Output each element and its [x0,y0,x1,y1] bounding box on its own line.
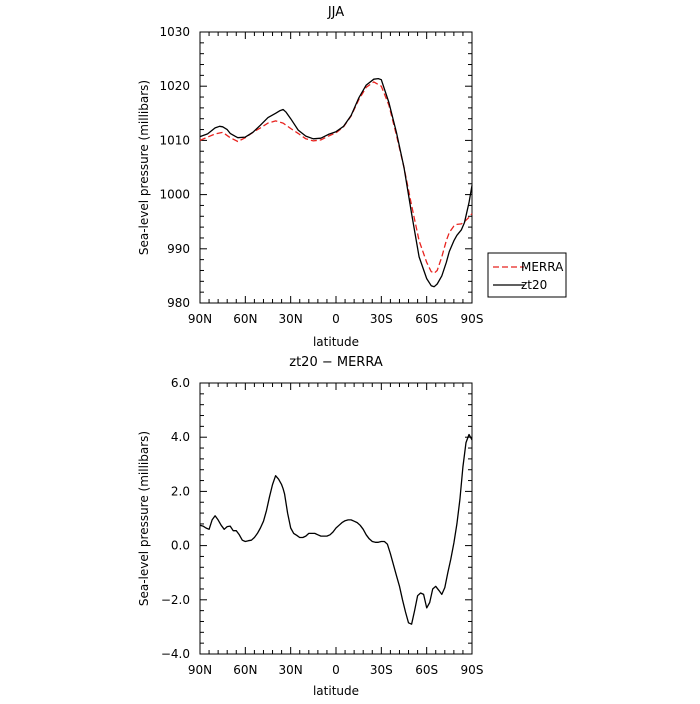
y-tick-label: 1010 [159,133,190,147]
panel-title: JJA [327,5,344,20]
panel-title: zt20 − MERRA [289,355,383,370]
y-tick-label: 4.0 [171,430,190,444]
panel-1: 90N 60N 30N 0 30S 60S 90S 980 990 1000 1010 1020 103… [137,5,567,349]
x-tick-label: 60S [415,312,438,326]
y-tick-label: 980 [167,296,190,310]
plot-frame [199,382,473,655]
x-tick-label: 60S [415,663,438,677]
y-axis-label: Sea-level pressure (millibars) [137,431,151,606]
legend-label-zt20: zt20 [521,278,547,292]
x-tick-label: 0 [332,312,340,326]
y-tick-label: 2.0 [171,484,190,498]
x-tick-label: 0 [332,663,340,677]
y-tick-label: 1000 [159,188,190,202]
x-tick-label: 60N [233,312,257,326]
series-line-merra [199,81,473,274]
plot-frame [199,31,473,304]
series-line-1 [199,433,473,625]
x-tick-label: 30S [370,663,393,677]
y-tick-label: 990 [167,242,190,256]
y-tick-label: 0.0 [171,539,190,553]
y-tick-label: 1020 [159,79,190,93]
x-tick-label: 90S [461,663,484,677]
y-tick-label: 1030 [159,25,190,39]
y-tick-label: 6.0 [171,376,190,390]
x-axis-label: latitude [313,335,359,349]
y-tick-label: −4.0 [161,647,190,661]
y-axis-label: Sea-level pressure (millibars) [137,80,151,255]
x-tick-label: 90S [461,312,484,326]
legend-label-merra: MERRA [521,260,564,274]
x-tick-label: 30N [279,663,303,677]
x-tick-label: 90N [188,663,212,677]
x-tick-label: 30N [279,312,303,326]
legend: MERRA zt20 [487,252,567,298]
x-tick-label: 60N [233,663,257,677]
x-tick-label: 30S [370,312,393,326]
y-tick-label: −2.0 [161,593,190,607]
x-tick-label: 90N [188,312,212,326]
legend-box [487,252,567,298]
x-axis-label: latitude [313,684,359,698]
panel-2: 90N 60N 30N 0 30S 60S 90S −4.0 −2.0 0.0 2.0 4.0 6.0 z… [137,355,483,698]
series-line-zt20 [199,77,473,288]
